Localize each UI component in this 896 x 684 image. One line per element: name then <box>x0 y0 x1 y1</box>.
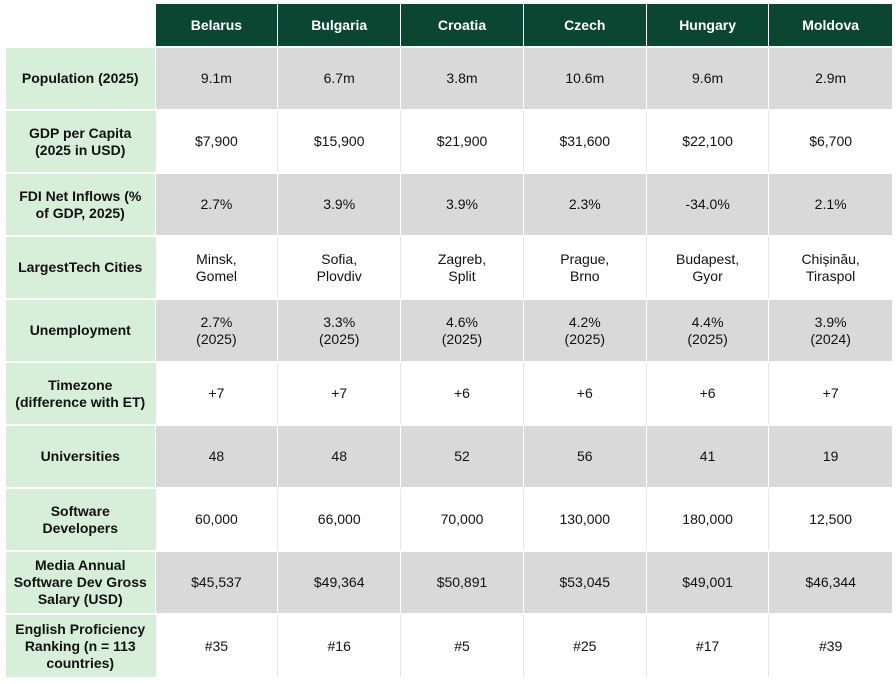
table-cell: 48 <box>277 424 401 488</box>
table-cell: 3.9% <box>277 172 401 236</box>
table-cell: #39 <box>768 613 892 677</box>
country-header: Belarus <box>154 4 278 47</box>
row-label: LargestTech Cities <box>6 235 155 299</box>
table-cell: 3.8m <box>400 46 524 110</box>
table-row: English Proficiency Ranking (n = 113 cou… <box>6 613 892 677</box>
table-cell: Prague, Brno <box>522 235 647 299</box>
table-cell: $49,364 <box>277 550 401 614</box>
table-cell: $6,700 <box>768 109 892 173</box>
table-cell: 2.7% (2025) <box>154 298 278 362</box>
table-row: Timezone (difference with ET) +7 +7 +6 +6 +6 +… <box>6 361 892 425</box>
table-cell: 2.1% <box>768 172 892 236</box>
table-row: Unemployment 2.7% (2025) 3.3% (2025) 4.6% (… <box>6 298 892 362</box>
table-row: Universities 48 48 52 56 41 19 <box>6 424 892 488</box>
table-cell: 3.9% <box>400 172 524 236</box>
table-cell: 19 <box>768 424 892 488</box>
country-header: Moldova <box>768 4 892 47</box>
table-cell: -34.0% <box>645 172 769 236</box>
table-cell: 52 <box>400 424 524 488</box>
table-cell: #35 <box>154 613 278 677</box>
row-label: English Proficiency Ranking (n = 113 cou… <box>6 613 155 677</box>
table-cell: 56 <box>522 424 647 488</box>
table-cell: 4.6% (2025) <box>400 298 524 362</box>
row-label: FDI Net Inflows (% of GDP, 2025) <box>6 172 155 236</box>
table-cell: 130,000 <box>522 487 647 551</box>
country-header: Hungary <box>645 4 769 47</box>
table-row: Population (2025) 9.1m 6.7m 3.8m 10.6m 9.6m 2.… <box>6 46 892 110</box>
table-cell: #17 <box>645 613 769 677</box>
row-label: Unemployment <box>6 298 155 362</box>
table-cell: +7 <box>277 361 401 425</box>
table-cell: $49,001 <box>645 550 769 614</box>
table-cell: $22,100 <box>645 109 769 173</box>
row-label: GDP per Capita (2025 in USD) <box>6 109 155 173</box>
table-cell: 70,000 <box>400 487 524 551</box>
table-cell: 4.4% (2025) <box>645 298 769 362</box>
comparison-table: Belarus Bulgaria Croatia Czech Hungary M… <box>6 4 892 677</box>
table-row: FDI Net Inflows (% of GDP, 2025) 2.7% 3.9%… <box>6 172 892 236</box>
table-cell: +6 <box>522 361 647 425</box>
table-cell: Zagreb, Split <box>400 235 524 299</box>
table-cell: 2.3% <box>522 172 647 236</box>
row-label: Media Annual Software Dev Gross Salary (… <box>6 550 155 614</box>
table-cell: $45,537 <box>154 550 278 614</box>
country-header: Czech <box>522 4 647 47</box>
table-cell: 60,000 <box>154 487 278 551</box>
table-cell: 10.6m <box>522 46 647 110</box>
table-row: LargestTech Cities Minsk, Gomel Sofia, Plo… <box>6 235 892 299</box>
table-row: Software Developers 60,000 66,000 70,000 130… <box>6 487 892 551</box>
table-cell: 180,000 <box>645 487 769 551</box>
table-cell: #16 <box>277 613 401 677</box>
table-cell: +6 <box>645 361 769 425</box>
table-cell: 3.9% (2024) <box>768 298 892 362</box>
row-label: Population (2025) <box>6 46 155 110</box>
table-cell: 4.2% (2025) <box>522 298 647 362</box>
table-cell: Budapest, Gyor <box>645 235 769 299</box>
row-label: Universities <box>6 424 155 488</box>
table-cell: +7 <box>768 361 892 425</box>
country-header: Bulgaria <box>277 4 401 47</box>
table-cell: 9.1m <box>154 46 278 110</box>
table-cell: 2.9m <box>768 46 892 110</box>
row-label: Timezone (difference with ET) <box>6 361 155 425</box>
table-cell: 41 <box>645 424 769 488</box>
header-row: Belarus Bulgaria Croatia Czech Hungary M… <box>6 4 892 47</box>
table-cell: 48 <box>154 424 278 488</box>
table-cell: 3.3% (2025) <box>277 298 401 362</box>
table-cell: 9.6m <box>645 46 769 110</box>
table-cell: $7,900 <box>154 109 278 173</box>
table-cell: $21,900 <box>400 109 524 173</box>
table-cell: $53,045 <box>522 550 647 614</box>
table-cell: $46,344 <box>768 550 892 614</box>
table-cell: Sofia, Plovdiv <box>277 235 401 299</box>
table-cell: 6.7m <box>277 46 401 110</box>
table-cell: #5 <box>400 613 524 677</box>
table-cell: 2.7% <box>154 172 278 236</box>
row-label: Software Developers <box>6 487 155 551</box>
table-cell: 12,500 <box>768 487 892 551</box>
table-cell: $31,600 <box>522 109 647 173</box>
table-cell: #25 <box>522 613 647 677</box>
country-header: Croatia <box>400 4 524 47</box>
table-row: GDP per Capita (2025 in USD) $7,900 $15,90… <box>6 109 892 173</box>
table-cell: Chișinău, Tiraspol <box>768 235 892 299</box>
table-cell: $15,900 <box>277 109 401 173</box>
table-row: Media Annual Software Dev Gross Salary (… <box>6 550 892 614</box>
table-cell: +7 <box>154 361 278 425</box>
table-cell: $50,891 <box>400 550 524 614</box>
table-cell: +6 <box>400 361 524 425</box>
table-cell: 66,000 <box>277 487 401 551</box>
table-cell: Minsk, Gomel <box>154 235 278 299</box>
header-corner-cell <box>6 4 155 47</box>
